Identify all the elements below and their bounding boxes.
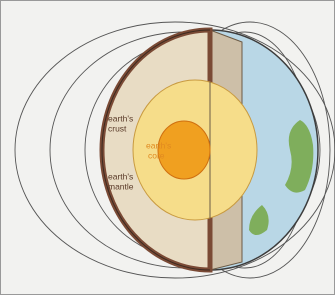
crust-label: crust	[108, 123, 127, 133]
earth-diagram: earth's crust earth's core earth's mantl…	[0, 0, 335, 295]
earth	[102, 30, 318, 270]
mantle-label: earth's	[108, 171, 133, 181]
mantle-label: mantle	[108, 181, 134, 191]
core-label: earth's	[146, 140, 171, 150]
crust-label: earth's	[108, 113, 133, 123]
core-label: core	[148, 150, 165, 160]
